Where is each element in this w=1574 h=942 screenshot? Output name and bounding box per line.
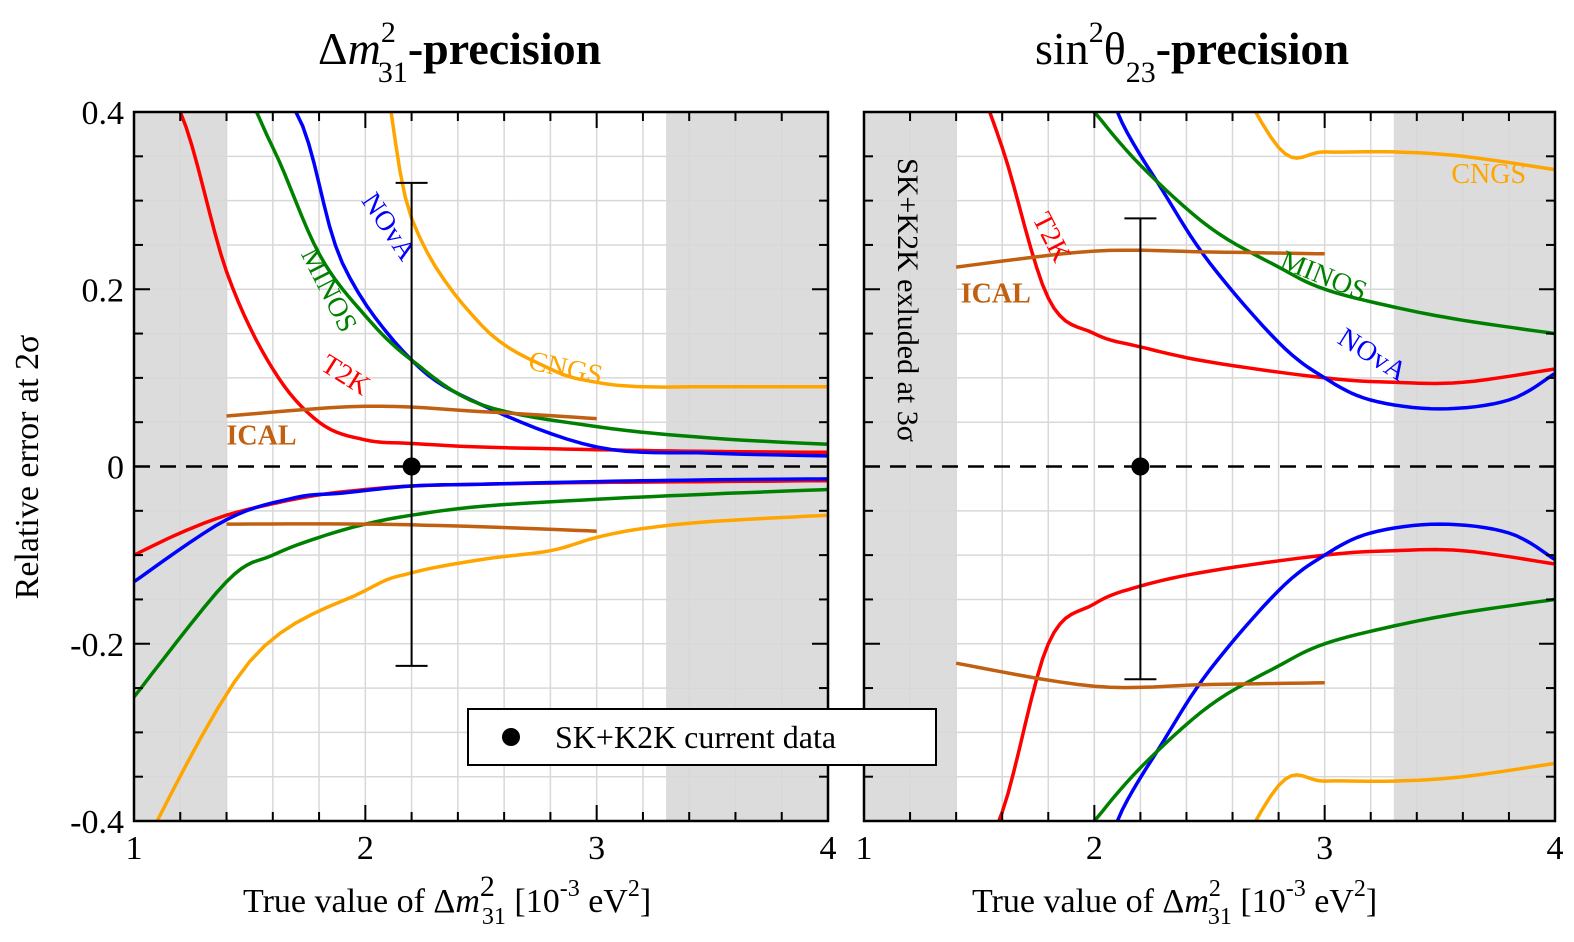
right-curve-nova-lower: [1115, 522, 1555, 821]
right-curve-minos-lower: [1092, 597, 1555, 821]
right-curve-nova-upper: [1115, 112, 1555, 411]
left-title: Δm2 31-precision: [318, 16, 601, 89]
left-xtick-label: 1: [126, 830, 143, 867]
left-axis-ticks: 1 2 3 4 -0.4 -0.2 0 0.2 0.4: [70, 95, 836, 867]
legend-label: SK+K2K current data: [555, 719, 836, 755]
right-xlabel-prefix: True value of Δ: [972, 883, 1184, 920]
shade-label: SK+K2K exluded at 3σ: [891, 158, 924, 442]
left-ytick-label: 0.4: [82, 95, 125, 132]
right-label-ical: ICAL: [961, 279, 1031, 310]
left-curve-minos-lower: [134, 487, 828, 698]
right-xlabel-unit-sup: 2: [1354, 876, 1366, 902]
right-curve-cngs-upper: [1253, 112, 1555, 172]
right-xtick-label: 1: [856, 830, 873, 867]
left-xtick-label: 2: [357, 830, 374, 867]
left-x-axis-label: True value of Δm2 31 [10-3 eV2]: [243, 870, 651, 930]
left-xlabel-unit-sup: 2: [628, 876, 640, 902]
left-reference-point: [395, 181, 428, 667]
left-xlabel-m: m: [455, 883, 480, 920]
left-ytick-label: 0: [107, 450, 124, 487]
y-axis-label: Relative error at 2σ: [9, 335, 46, 600]
left-title-sub: 31: [378, 56, 408, 89]
left-xtick-label: 4: [820, 830, 837, 867]
left-curve-ical-upper: [226, 404, 597, 421]
right-title-sup: 2: [1089, 16, 1104, 49]
left-label-t2k: T2K: [315, 349, 375, 402]
left-data-point: [402, 457, 421, 476]
right-xlabel-m: m: [1184, 883, 1209, 920]
right-curve-t2k-lower: [997, 547, 1555, 821]
right-curve-t2k-upper: [987, 112, 1555, 386]
left-title-delta: Δ: [318, 23, 348, 74]
left-title-rest: -precision: [408, 23, 601, 74]
right-xlabel-unit-exp: -3: [1286, 876, 1306, 902]
right-xtick-label: 2: [1086, 830, 1103, 867]
left-xlabel-unit-b: eV: [580, 883, 629, 920]
legend-box: [467, 708, 937, 766]
right-title-sin: sin: [1035, 23, 1089, 74]
left-xlabel-unit-a: [10: [506, 883, 560, 920]
right-xlabel-unit-b: eV: [1306, 883, 1355, 920]
legend: SK+K2K current data: [467, 708, 937, 766]
left-xlabel-prefix: True value of Δ: [243, 883, 455, 920]
right-reference-point: [1124, 217, 1157, 681]
left-xlabel-sub: 31: [482, 904, 506, 930]
left-curve-cngs-lower: [155, 513, 828, 821]
left-label-ical: ICAL: [227, 420, 297, 451]
right-title-rest: -precision: [1156, 23, 1349, 74]
right-axis-ticks: 1 2 3 4: [856, 111, 1564, 867]
right-xlabel-sub: 31: [1208, 904, 1232, 930]
right-xlabel-unit-a: [10: [1232, 883, 1286, 920]
right-data-point: [1131, 457, 1150, 476]
right-grid: [864, 112, 1555, 821]
left-xlabel-sup: 2: [480, 870, 495, 903]
left-ytick-label: -0.4: [70, 804, 124, 841]
left-curve-ical-lower: [226, 522, 597, 533]
right-curve-ical-upper: [955, 248, 1325, 269]
left-xlabel-unit-exp: -3: [560, 876, 580, 902]
left-label-minos: MINOS: [294, 243, 363, 337]
left-xlabel-unit-c: ]: [640, 883, 651, 920]
left-ytick-label: -0.2: [70, 627, 124, 664]
legend-marker: [502, 728, 520, 746]
left-curve-minos-upper: [254, 112, 828, 447]
left-title-m: m: [348, 23, 381, 74]
right-xlabel-sup: 2: [1209, 876, 1221, 902]
right-xlabel-unit-c: ]: [1366, 883, 1377, 920]
right-curve-cngs-lower: [1253, 761, 1555, 821]
right-xtick-label: 3: [1316, 830, 1333, 867]
left-ytick-label: 0.2: [82, 272, 125, 309]
svg-text:sin2θ23-precision: sin2θ23-precision: [1035, 16, 1349, 89]
left-xtick-label: 3: [588, 830, 605, 867]
right-xtick-label: 4: [1547, 830, 1564, 867]
right-curve-ical-lower: [955, 661, 1325, 690]
right-label-cngs: CNGS: [1451, 159, 1526, 190]
right-title: sin2θ23-precision: [1035, 16, 1349, 89]
right-title-sub: 23: [1126, 56, 1156, 89]
right-x-axis-label: True value of Δm2 31 [10-3 eV2]: [972, 876, 1377, 930]
right-curves: [955, 112, 1555, 821]
left-label-cngs: CNGS: [526, 346, 606, 392]
right-title-theta: θ: [1104, 23, 1126, 74]
left-title-sup: 2: [381, 16, 396, 49]
left-curve-cngs-upper: [389, 112, 828, 389]
right-curve-minos-upper: [1092, 112, 1555, 336]
